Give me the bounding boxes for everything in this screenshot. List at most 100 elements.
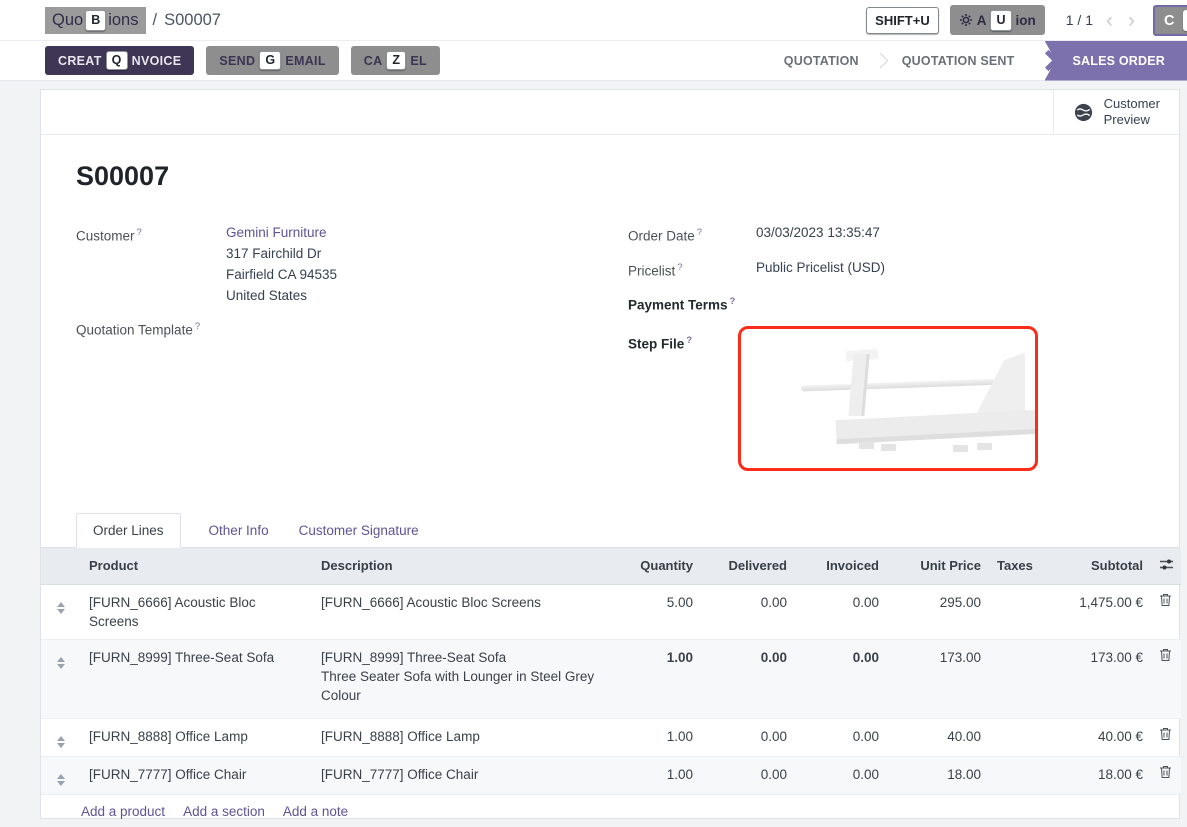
customer-preview-line1: Customer bbox=[1103, 96, 1160, 111]
status-step-quotation-sent[interactable]: QUOTATION SENT bbox=[901, 53, 1015, 68]
cell-invoiced[interactable]: 0.00 bbox=[852, 728, 879, 744]
cell-taxes[interactable] bbox=[989, 639, 1047, 718]
table-row[interactable]: [FURN_7777] Office Chair [FURN_7777] Off… bbox=[41, 756, 1181, 794]
customer-preview-line2: Preview bbox=[1103, 112, 1150, 127]
cell-quantity[interactable]: 5.00 bbox=[666, 594, 693, 610]
cell-description[interactable]: [FURN_8888] Office Lamp bbox=[313, 718, 613, 756]
cell-product[interactable]: [FURN_6666] Acoustic Bloc Screens bbox=[89, 594, 256, 629]
top-navigation-bar: Quo B ions / S00007 SHIFT+U A U ion 1 / … bbox=[0, 0, 1187, 41]
cell-taxes[interactable] bbox=[989, 584, 1047, 639]
customer-preview-label: Customer Preview bbox=[1104, 96, 1160, 128]
column-header-product[interactable]: Product bbox=[81, 547, 313, 585]
cell-delivered[interactable]: 0.00 bbox=[760, 649, 787, 665]
add-note-link[interactable]: Add a note bbox=[282, 803, 349, 819]
pager-next-icon[interactable]: › bbox=[1128, 8, 1135, 32]
send-email-button[interactable]: SEND G EMAIL bbox=[206, 46, 339, 75]
breadcrumb-quotations-link[interactable]: Quo B ions bbox=[45, 6, 146, 34]
cell-product[interactable]: [FURN_7777] Office Chair bbox=[89, 766, 247, 782]
drag-handle-icon[interactable] bbox=[41, 756, 81, 794]
table-row[interactable]: [FURN_8888] Office Lamp [FURN_8888] Offi… bbox=[41, 718, 1181, 756]
tab-order-lines[interactable]: Order Lines bbox=[76, 512, 181, 548]
field-step-file: Step File? bbox=[628, 325, 1144, 471]
drag-handle-icon[interactable] bbox=[41, 718, 81, 756]
tab-other-info[interactable]: Other Info bbox=[208, 522, 269, 538]
trash-icon bbox=[1159, 593, 1172, 607]
column-header-taxes[interactable]: Taxes bbox=[989, 547, 1047, 585]
optional-columns-button[interactable] bbox=[1151, 547, 1181, 585]
field-customer: Customer? Gemini Furniture 317 Fairchild… bbox=[76, 222, 628, 306]
address-line: United States bbox=[226, 288, 308, 303]
pricelist-value[interactable]: Public Pricelist (USD) bbox=[756, 259, 886, 275]
breadcrumb: Quo B ions / S00007 bbox=[45, 6, 221, 34]
delete-row-button[interactable] bbox=[1151, 584, 1181, 639]
shortcut-badge-shift-u: SHIFT+U bbox=[866, 6, 939, 34]
create-invoice-button[interactable]: CREAT Q NVOICE bbox=[45, 46, 195, 75]
cell-quantity[interactable]: 1.00 bbox=[666, 649, 693, 665]
cell-delivered[interactable]: 0.00 bbox=[760, 728, 787, 744]
create-invoice-suffix: NVOICE bbox=[131, 53, 182, 68]
drag-handle-icon[interactable] bbox=[41, 584, 81, 639]
record-pager: 1 / 1 bbox=[1065, 12, 1093, 28]
tab-customer-signature[interactable]: Customer Signature bbox=[298, 522, 419, 538]
column-header-quantity[interactable]: Quantity bbox=[613, 547, 701, 585]
order-lines-table: Product Description Quantity Delivered I… bbox=[41, 547, 1181, 794]
cell-unit-price[interactable]: 173.00 bbox=[939, 649, 981, 665]
cell-taxes[interactable] bbox=[989, 718, 1047, 756]
column-header-description[interactable]: Description bbox=[313, 547, 613, 585]
form-sheet: Customer Preview S00007 Customer? bbox=[40, 89, 1181, 827]
description-line: Three Seater Sofa with Lounger in Steel … bbox=[321, 668, 595, 703]
cell-invoiced[interactable]: 0.00 bbox=[852, 766, 879, 782]
delete-row-button[interactable] bbox=[1151, 718, 1181, 756]
drag-handle-icon[interactable] bbox=[41, 639, 81, 718]
order-date-value[interactable]: 03/03/2023 13:35:47 bbox=[756, 225, 880, 240]
status-step-sales-order[interactable]: SALES ORDER bbox=[1044, 40, 1187, 81]
cell-taxes[interactable] bbox=[989, 756, 1047, 794]
trash-icon bbox=[1159, 727, 1172, 741]
add-section-link[interactable]: Add a section bbox=[183, 803, 265, 819]
step-file-image[interactable] bbox=[738, 325, 1038, 471]
table-row[interactable]: [FURN_8999] Three-Seat Sofa [FURN_8999] … bbox=[41, 639, 1181, 718]
column-header-invoiced[interactable]: Invoiced bbox=[795, 547, 887, 585]
cell-description[interactable]: [FURN_7777] Office Chair bbox=[313, 756, 613, 794]
table-row[interactable]: [FURN_6666] Acoustic Bloc Screens [FURN_… bbox=[41, 584, 1181, 639]
delete-row-button[interactable] bbox=[1151, 756, 1181, 794]
table-footer-links: Add a product Add a section Add a note bbox=[41, 793, 1179, 827]
pager-previous-icon[interactable]: ‹ bbox=[1106, 8, 1113, 32]
cell-product[interactable]: [FURN_8999] Three-Seat Sofa bbox=[89, 649, 275, 665]
cell-unit-price[interactable]: 18.00 bbox=[947, 766, 981, 782]
help-icon: ? bbox=[136, 227, 142, 238]
pricelist-label: Pricelist? bbox=[628, 261, 683, 279]
customer-preview-button[interactable]: Customer Preview bbox=[1052, 90, 1179, 134]
cell-invoiced[interactable]: 0.00 bbox=[852, 649, 879, 665]
add-product-link[interactable]: Add a product bbox=[81, 803, 166, 819]
shortcut-badge-b: B bbox=[85, 9, 107, 31]
cell-subtotal: 1,475.00 € bbox=[1079, 594, 1143, 610]
customer-link[interactable]: Gemini Furniture bbox=[226, 225, 327, 240]
cancel-button[interactable]: CA Z EL bbox=[350, 46, 440, 75]
create-invoice-prefix: CREAT bbox=[58, 53, 102, 68]
notebook-tabs: Order Lines Other Info Customer Signatur… bbox=[41, 512, 1179, 548]
cell-invoiced[interactable]: 0.00 bbox=[852, 594, 879, 610]
delete-row-button[interactable] bbox=[1151, 639, 1181, 718]
status-step-quotation[interactable]: QUOTATION bbox=[783, 53, 859, 68]
column-header-delivered[interactable]: Delivered bbox=[701, 547, 795, 585]
edge-button-label: C bbox=[1164, 12, 1175, 29]
cell-unit-price[interactable]: 40.00 bbox=[947, 728, 981, 744]
trash-icon bbox=[1159, 765, 1172, 779]
edge-clipped-button[interactable]: C bbox=[1153, 5, 1187, 36]
cell-delivered[interactable]: 0.00 bbox=[760, 766, 787, 782]
shortcut-badge-u: U bbox=[990, 9, 1012, 31]
cell-product[interactable]: [FURN_8888] Office Lamp bbox=[89, 728, 248, 744]
cell-description[interactable]: [FURN_6666] Acoustic Bloc Screens bbox=[313, 584, 613, 639]
handle-column-header bbox=[41, 547, 81, 585]
cell-quantity[interactable]: 1.00 bbox=[666, 728, 693, 744]
action-menu-button[interactable]: A U ion bbox=[949, 5, 1045, 35]
cell-delivered[interactable]: 0.00 bbox=[760, 594, 787, 610]
cell-description[interactable]: [FURN_8999] Three-Seat Sofa Three Seater … bbox=[313, 639, 613, 718]
column-header-subtotal[interactable]: Subtotal bbox=[1047, 547, 1151, 585]
cell-unit-price[interactable]: 295.00 bbox=[939, 594, 981, 610]
cell-subtotal: 40.00 € bbox=[1097, 728, 1143, 744]
column-header-unit-price[interactable]: Unit Price bbox=[887, 547, 989, 585]
cell-quantity[interactable]: 1.00 bbox=[666, 766, 693, 782]
